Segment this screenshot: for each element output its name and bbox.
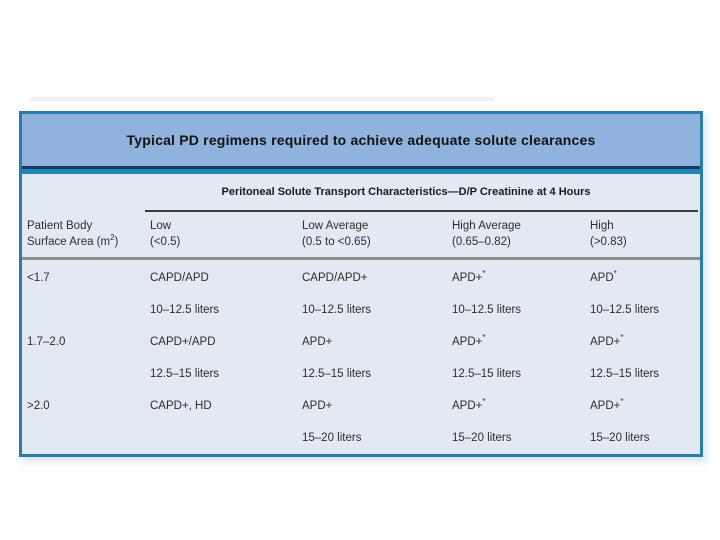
- bsa-header-line2: Surface Area (m2): [27, 233, 119, 248]
- column-header-low-average: Low Average (0.5 to <0.65): [302, 218, 452, 250]
- column-header-row: Patient Body Surface Area (m2) Low (<0.5…: [27, 212, 698, 250]
- cell-regimen: APD+*: [590, 333, 624, 348]
- column-range: (>0.83): [590, 236, 627, 248]
- column-range: (<0.5): [150, 236, 181, 248]
- column-header-high: High (>0.83): [590, 218, 698, 250]
- column-range: (0.65–0.82): [452, 236, 511, 248]
- cell-volume: 15–20 liters: [590, 432, 650, 444]
- table-rows: <1.7 CAPD/APD CAPD/APD+ APD+* APD* 10–12…: [27, 260, 698, 454]
- cell-regimen: APD+: [302, 400, 333, 412]
- row-bsa-label: >2.0: [27, 400, 50, 412]
- cell-regimen: CAPD+, HD: [150, 400, 212, 412]
- column-range: (0.5 to <0.65): [302, 236, 371, 248]
- cell-volume: 15–20 liters: [302, 432, 362, 444]
- footnote-marker: *: [482, 333, 486, 343]
- cell-volume: 12.5–15 liters: [302, 368, 372, 380]
- cell-regimen: CAPD/APD+: [302, 272, 368, 284]
- footnote-marker: *: [620, 397, 624, 407]
- transport-characteristics-header: Peritoneal Solute Transport Characterist…: [150, 174, 662, 210]
- cell-regimen: CAPD/APD: [150, 272, 209, 284]
- column-label: Low: [150, 220, 172, 232]
- column-label: High Average: [452, 220, 521, 232]
- cell-volume: 15–20 liters: [452, 432, 512, 444]
- pd-regimens-table: Typical PD regimens required to achieve …: [19, 111, 703, 457]
- cell-volume: 12.5–15 liters: [452, 368, 522, 380]
- table-title-band: Typical PD regimens required to achieve …: [22, 114, 700, 166]
- cell-regimen: APD*: [590, 269, 617, 284]
- cell-regimen: APD+: [302, 336, 333, 348]
- cell-regimen: CAPD+/APD: [150, 336, 216, 348]
- cell-volume: 10–12.5 liters: [150, 304, 220, 316]
- column-label: High: [590, 220, 614, 232]
- faint-divider-line: [30, 97, 494, 101]
- column-label: Low Average: [302, 220, 369, 232]
- cell-volume: 12.5–15 liters: [590, 368, 660, 380]
- footnote-marker: *: [482, 269, 486, 279]
- squared-superscript: 2: [110, 233, 115, 243]
- cell-volume: 10–12.5 liters: [302, 304, 372, 316]
- column-header-low: Low (<0.5): [150, 218, 302, 250]
- table-body-area: Peritoneal Solute Transport Characterist…: [22, 174, 700, 454]
- cell-volume: 10–12.5 liters: [590, 304, 660, 316]
- title-separator-navy-rule: [22, 166, 700, 169]
- header-body-separator-rule: [22, 257, 700, 260]
- cell-regimen: APD+*: [452, 397, 486, 412]
- cell-regimen: APD+*: [452, 269, 486, 284]
- footnote-marker: *: [620, 333, 624, 343]
- title-separator-teal-rule: [22, 169, 700, 174]
- cell-volume: 12.5–15 liters: [150, 368, 220, 380]
- transport-header-underline: [145, 210, 698, 212]
- cell-volume: 10–12.5 liters: [452, 304, 522, 316]
- row-bsa-label: <1.7: [27, 272, 50, 284]
- table-title: Typical PD regimens required to achieve …: [126, 132, 596, 148]
- row-bsa-label: 1.7–2.0: [27, 336, 66, 348]
- column-header-bsa: Patient Body Surface Area (m2): [27, 218, 150, 250]
- column-header-high-average: High Average (0.65–0.82): [452, 218, 590, 250]
- footnote-marker: *: [613, 269, 617, 279]
- footnote-marker: *: [482, 397, 486, 407]
- cell-regimen: APD+*: [590, 397, 624, 412]
- cell-regimen: APD+*: [452, 333, 486, 348]
- bsa-header-line1: Patient Body: [27, 220, 93, 232]
- transport-characteristics-label: Peritoneal Solute Transport Characterist…: [221, 186, 591, 198]
